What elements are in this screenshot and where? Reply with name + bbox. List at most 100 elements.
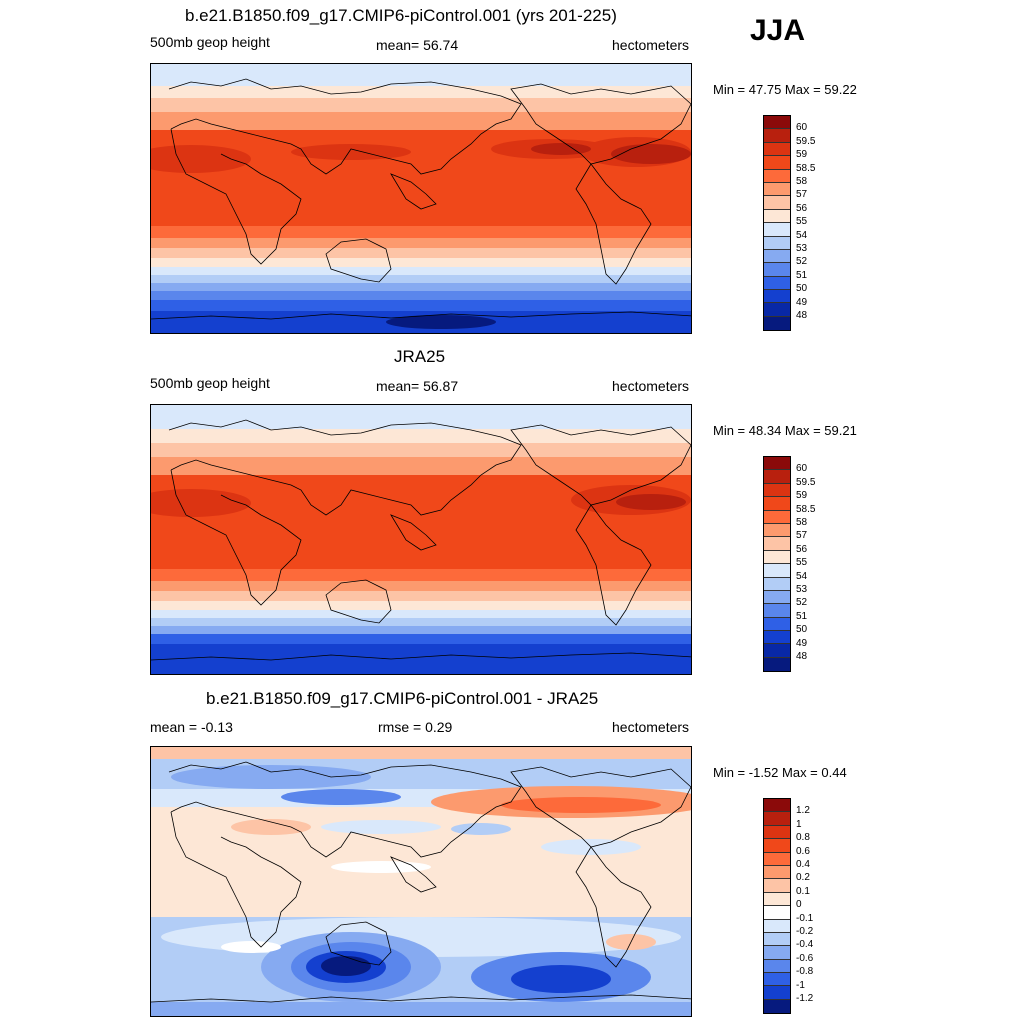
colorbar-box — [764, 825, 790, 840]
panel-1-units-label: hectometers — [612, 37, 690, 53]
colorbar-box — [764, 276, 790, 291]
colorbar-label: 58.5 — [796, 503, 816, 515]
panel-1-title: b.e21.B1850.f09_g17.CMIP6-piControl.001 … — [185, 6, 617, 25]
panel-1-colorbar — [763, 115, 791, 332]
colorbar-box — [764, 316, 790, 331]
colorbar-box — [764, 879, 790, 893]
colorbar-box — [764, 577, 790, 591]
colorbar-label: -0.8 — [796, 966, 814, 978]
colorbar-label: -1 — [796, 979, 805, 991]
colorbar-box — [764, 223, 790, 237]
colorbar-label: 57 — [796, 189, 808, 201]
colorbar-label: 0.8 — [796, 832, 810, 844]
panel-1-mean-label: mean= 56.74 — [376, 37, 459, 53]
colorbar-label: 50 — [796, 283, 808, 295]
colorbar-label: -0.6 — [796, 952, 814, 964]
colorbar-label: 57 — [796, 530, 808, 542]
colorbar-label: 58 — [796, 517, 808, 528]
colorbar-label: 60 — [796, 122, 808, 134]
colorbar-label: -0.1 — [796, 912, 814, 924]
colorbar-label: 59 — [796, 149, 808, 161]
colorbar-label: 49 — [796, 296, 808, 308]
colorbar-label: 51 — [796, 269, 808, 281]
panel-2-mean-label: mean= 56.87 — [376, 378, 459, 394]
colorbar-box — [764, 169, 790, 183]
colorbar-label: 51 — [796, 610, 808, 622]
colorbar-label: 55 — [796, 557, 808, 569]
colorbar-label: 59.5 — [796, 476, 816, 488]
panel-3-rmse-label: rmse = 0.29 — [378, 719, 453, 735]
colorbar-label: 56 — [796, 202, 808, 214]
colorbar-box — [764, 510, 790, 524]
colorbar-box — [764, 303, 790, 317]
colorbar-label: 0.6 — [796, 845, 810, 857]
colorbar-label: 54 — [796, 229, 808, 241]
colorbar-box — [764, 946, 790, 960]
colorbar-box — [764, 537, 790, 551]
colorbar-box — [764, 156, 790, 170]
colorbar-box — [764, 812, 790, 826]
colorbar-box — [764, 236, 790, 250]
colorbar-label: 56 — [796, 543, 808, 555]
panel-2-map — [150, 404, 692, 675]
colorbar-box — [764, 470, 790, 484]
colorbar-label: 59.5 — [796, 135, 816, 147]
colorbar-label: 48 — [796, 310, 808, 321]
colorbar-box — [764, 906, 790, 920]
colorbar-box — [764, 986, 790, 1000]
colorbar-box — [764, 657, 790, 672]
colorbar-label: 60 — [796, 463, 808, 475]
colorbar-label: 0.2 — [796, 872, 810, 884]
colorbar-box — [764, 182, 790, 197]
colorbar-label: -1.2 — [796, 993, 814, 1004]
colorbar-box — [764, 892, 790, 907]
colorbar-box — [764, 564, 790, 578]
season-label: JJA — [750, 14, 806, 47]
colorbar-label: 59 — [796, 490, 808, 502]
panel-2-title: JRA25 — [394, 347, 446, 366]
colorbar-label: 55 — [796, 216, 808, 228]
colorbar-label: 1 — [796, 818, 802, 830]
panel-3-title: b.e21.B1850.f09_g17.CMIP6-piControl.001 … — [206, 689, 599, 708]
colorbar-box — [764, 644, 790, 658]
colorbar-label: 58.5 — [796, 162, 816, 174]
colorbar-label: -0.4 — [796, 939, 814, 951]
colorbar-box — [764, 249, 790, 264]
colorbar-box — [764, 116, 790, 130]
colorbar-box — [764, 590, 790, 605]
colorbar-box — [764, 263, 790, 277]
colorbar-label: 1.2 — [796, 805, 810, 817]
panel-3-mean-label: mean = -0.13 — [150, 719, 233, 735]
colorbar-label: 0 — [796, 899, 802, 911]
panel-2-variable-label: 500mb geop height — [150, 375, 270, 391]
colorbar-box — [764, 142, 790, 157]
panel-3-units-label: hectometers — [612, 719, 690, 735]
colorbar-label: 54 — [796, 570, 808, 582]
panel-2-units-label: hectometers — [612, 378, 690, 394]
colorbar-box — [764, 959, 790, 974]
colorbar-label: 53 — [796, 584, 808, 595]
colorbar-box — [764, 865, 790, 880]
colorbar-box — [764, 631, 790, 645]
colorbar-box — [764, 839, 790, 853]
colorbar-box — [764, 497, 790, 511]
panel-3-minmax: Min = -1.52 Max = 0.44 — [713, 765, 847, 780]
panel-3-map — [150, 746, 692, 1017]
panel-1-minmax: Min = 47.75 Max = 59.22 — [713, 82, 857, 97]
colorbar-label: 0.4 — [796, 859, 810, 870]
colorbar-box — [764, 799, 790, 813]
colorbar-box — [764, 973, 790, 987]
panel-1-map — [150, 63, 692, 334]
colorbar-box — [764, 852, 790, 866]
colorbar-label: 50 — [796, 624, 808, 636]
panel-2-colorbar — [763, 456, 791, 673]
panel-2-minmax: Min = 48.34 Max = 59.21 — [713, 423, 857, 438]
colorbar-box — [764, 457, 790, 471]
colorbar-box — [764, 604, 790, 618]
colorbar-label: 58 — [796, 176, 808, 187]
colorbar-label: 53 — [796, 243, 808, 254]
colorbar-box — [764, 523, 790, 538]
colorbar-box — [764, 919, 790, 933]
colorbar-label: 52 — [796, 256, 808, 268]
panel-3-colorbar — [763, 798, 791, 1015]
